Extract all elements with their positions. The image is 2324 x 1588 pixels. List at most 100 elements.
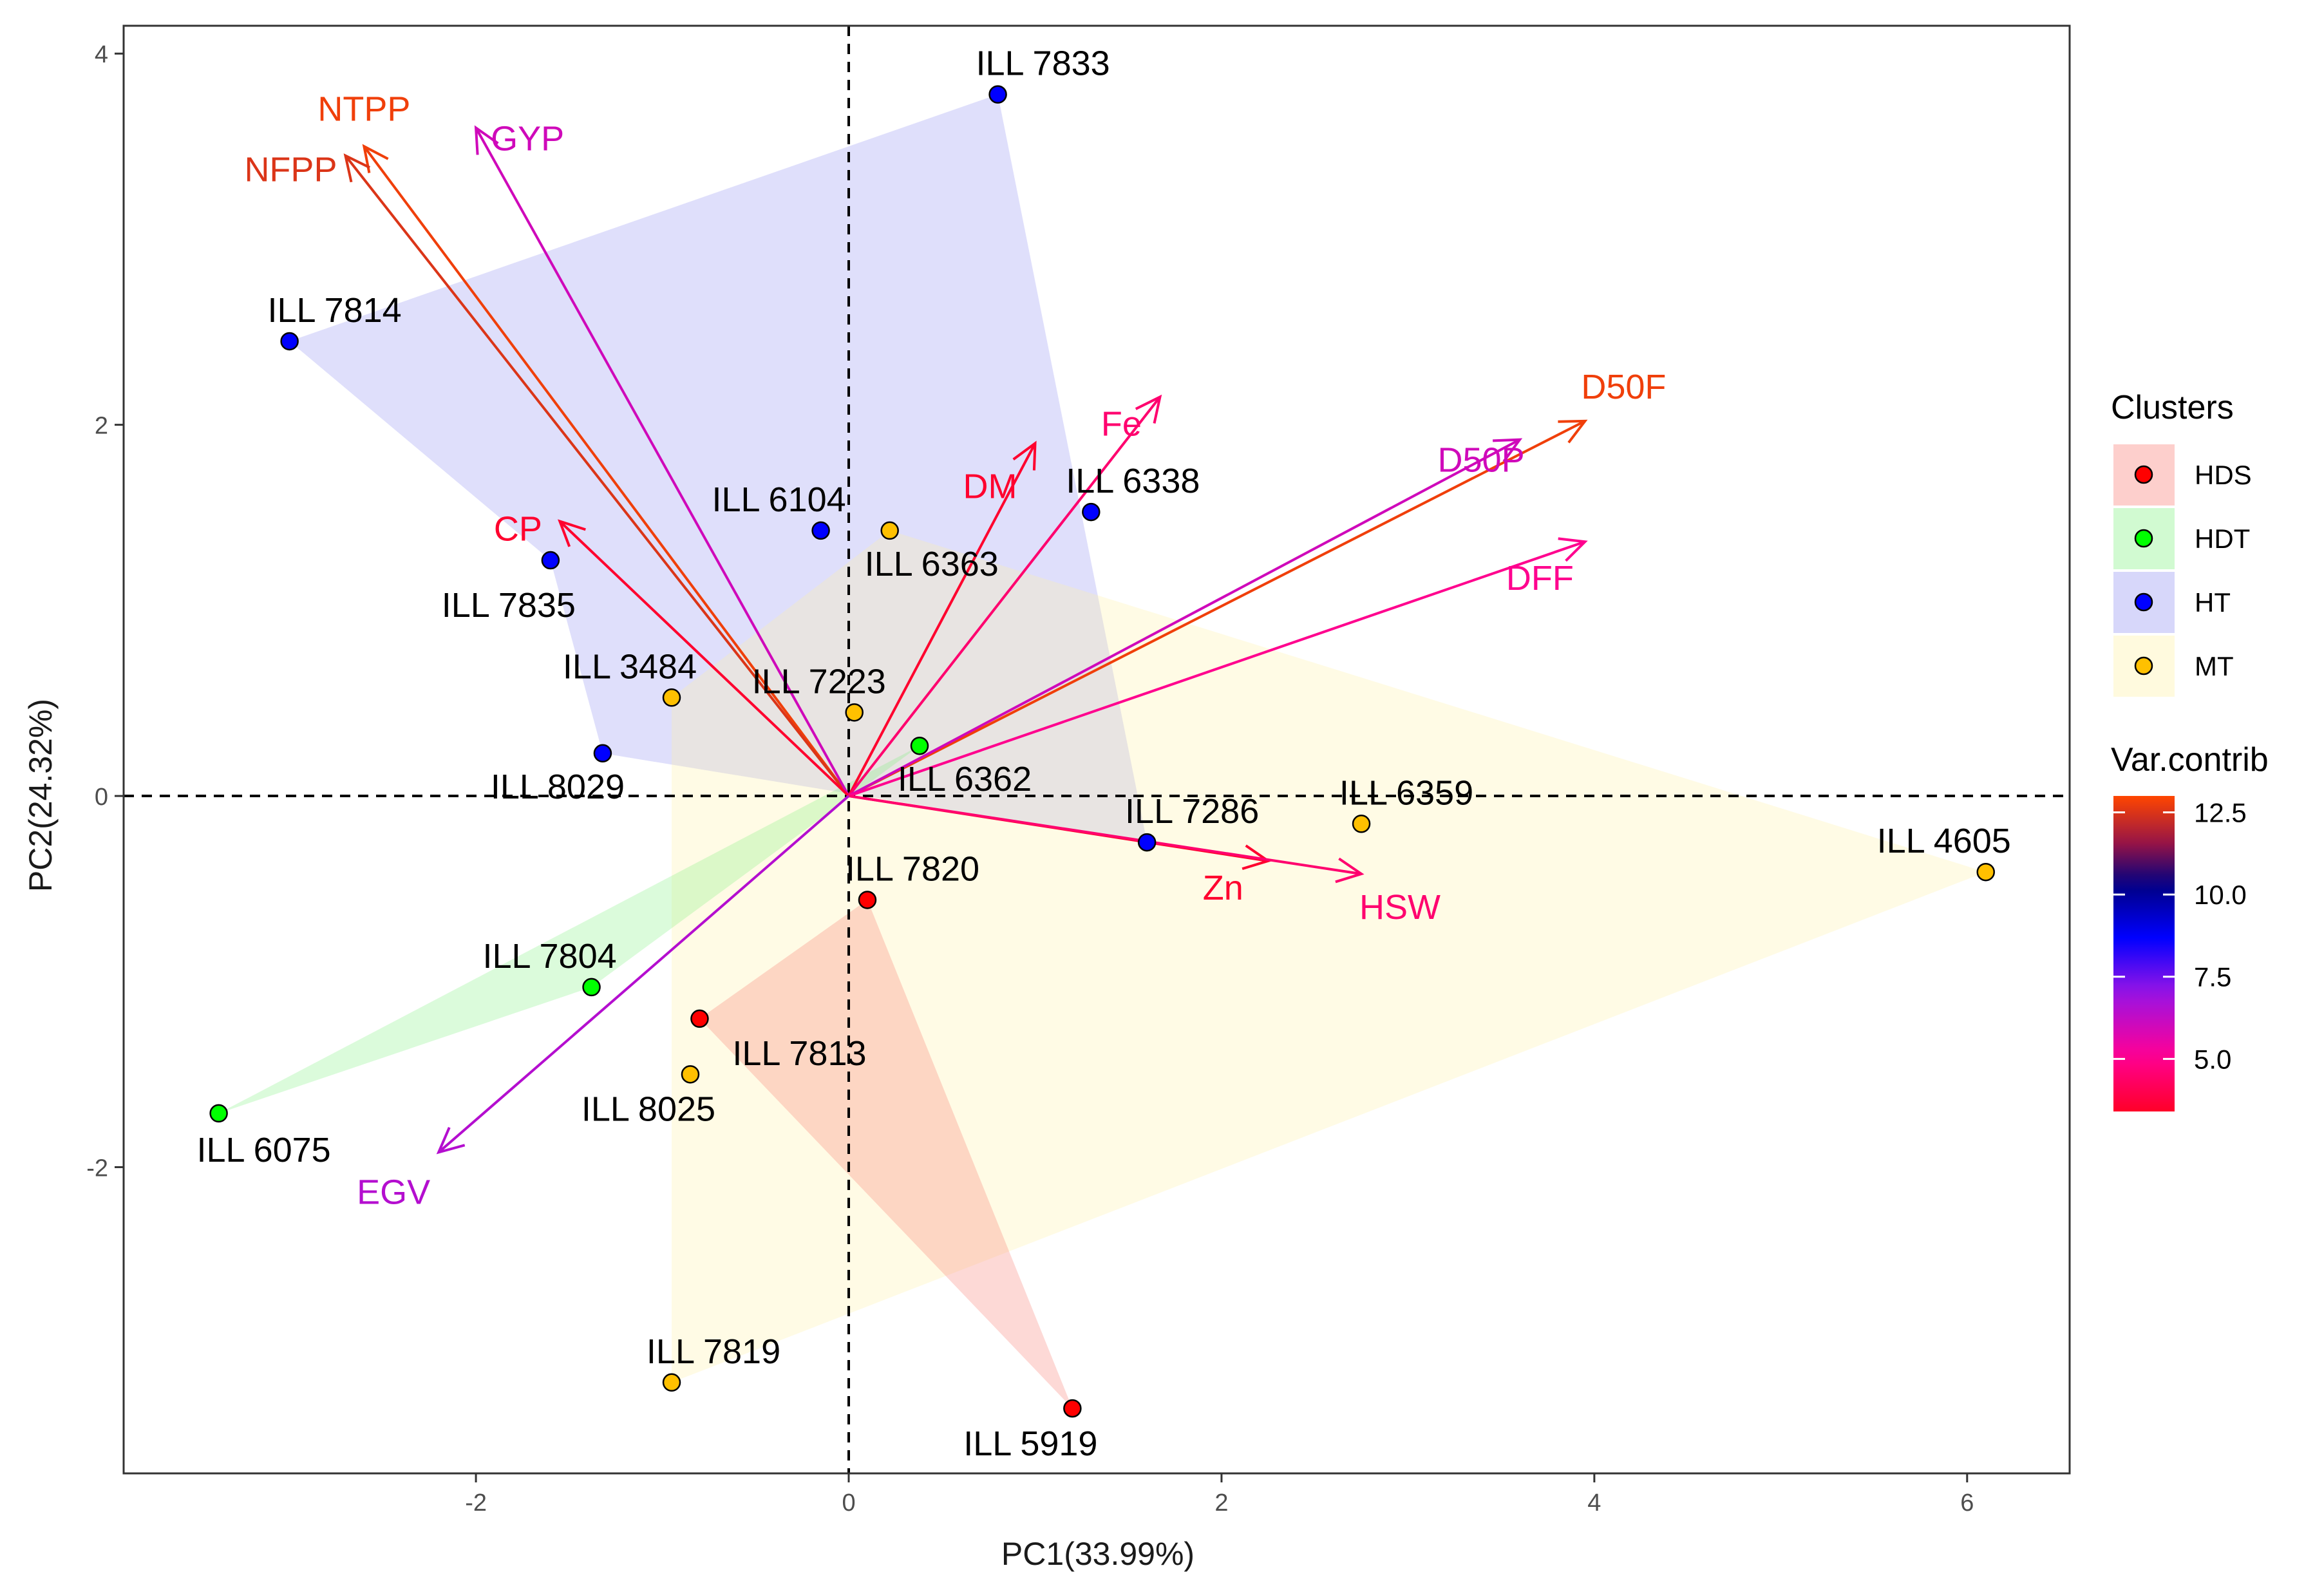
point-label-ill-7833: ILL 7833	[976, 44, 1110, 83]
point-label-ill-7804: ILL 7804	[482, 937, 616, 976]
y-tick-label: -2	[86, 1155, 108, 1182]
point-label-ill-6359: ILL 6359	[1339, 773, 1473, 812]
point-label-ill-7820: ILL 7820	[846, 849, 979, 888]
point-label-ill-6363: ILL 6363	[865, 545, 999, 583]
legend-marker-hdt	[2134, 529, 2153, 548]
point-ill-4605	[1976, 862, 1995, 882]
point-ill-6338	[1082, 502, 1101, 522]
contrib-legend-title: Var.contrib	[2111, 741, 2269, 779]
contrib-legend: Var.contrib 12.5 10.0 7.5 5.0	[2111, 741, 2269, 1111]
point-label-ill-3484: ILL 3484	[563, 647, 697, 686]
axes: -2 0 2 4 6 -2 0 2 4	[86, 24, 2071, 1517]
arrow-cp: CP	[494, 510, 850, 797]
arrow-egv: EGV	[357, 795, 850, 1211]
point-label-ill-7835: ILL 7835	[442, 586, 576, 625]
variable-label-cp: CP	[494, 510, 542, 549]
reference-lines	[124, 26, 2070, 1473]
point-label-ill-7286: ILL 7286	[1125, 792, 1259, 831]
variable-label-d50f: D50F	[1581, 368, 1666, 406]
arrow-gyp: GYP	[474, 120, 850, 797]
arrow-nfpp: NFPP	[244, 151, 850, 797]
variable-label-zn: Zn	[1203, 869, 1243, 907]
point-label-ill-7813: ILL 7813	[732, 1034, 866, 1073]
variable-label-dff: DFF	[1506, 559, 1574, 598]
arrow-head-fe	[1135, 394, 1162, 424]
point-label-ill-8029: ILL 8029	[491, 768, 625, 806]
x-tick-label: -2	[465, 1489, 487, 1517]
arrow-dm: DM	[847, 440, 1037, 797]
point-ill-7835	[541, 551, 560, 570]
x-tick-label: 4	[1587, 1489, 1601, 1517]
point-ill-5919	[1063, 1399, 1082, 1418]
variable-label-ntpp: NTPP	[317, 90, 410, 128]
contrib-tick-label: 10.0	[2194, 880, 2247, 910]
arrow-dff: DFF	[848, 537, 1588, 797]
arrow-shaft-d50f	[848, 420, 1586, 797]
point-ill-7814	[280, 332, 299, 351]
legend-marker-hds	[2134, 465, 2153, 484]
legend-item-mt: MT	[2113, 636, 2234, 697]
point-label-ill-7223: ILL 7223	[752, 662, 886, 701]
point-ill-7819	[662, 1373, 681, 1392]
variable-label-dm: DM	[963, 467, 1017, 506]
arrow-head-gyp	[474, 125, 499, 155]
point-ill-6362	[910, 736, 929, 755]
y-axis-title: PC2(24.32%)	[23, 699, 59, 892]
arrow-shaft-egv	[437, 795, 850, 1153]
point-ill-7833	[988, 85, 1007, 104]
point-ill-7223	[845, 703, 864, 722]
y-tick-label: 2	[95, 413, 108, 440]
arrow-shaft-hsw	[848, 795, 1362, 876]
point-label-ill-6104: ILL 6104	[712, 480, 846, 519]
point-label-ill-4605: ILL 4605	[1877, 822, 2011, 860]
legend-marker-ht	[2134, 592, 2153, 612]
arrow-head-d50p	[1493, 438, 1523, 462]
point-label-ill-7819: ILL 7819	[647, 1332, 780, 1371]
hull-hds	[699, 900, 1073, 1409]
arrow-ntpp: NTPP	[317, 90, 850, 797]
variable-label-gyp: GYP	[491, 120, 564, 158]
point-ill-3484	[662, 688, 681, 707]
legend-label-ht: HT	[2195, 587, 2231, 618]
point-ill-6359	[1352, 815, 1371, 833]
arrow-head-ntpp	[362, 144, 389, 173]
arrow-head-dm	[1012, 440, 1037, 471]
arrow-shaft-fe	[847, 396, 1161, 797]
point-ill-7820	[858, 891, 877, 909]
point-ill-8029	[593, 744, 612, 763]
contrib-tick-label: 5.0	[2194, 1044, 2231, 1074]
point-label-ill-6075: ILL 6075	[197, 1131, 331, 1169]
arrow-shaft-dm	[847, 442, 1037, 797]
cluster-hulls	[218, 94, 1986, 1409]
variable-label-nfpp: NFPP	[244, 151, 337, 189]
arrow-head-egv	[436, 1127, 466, 1155]
x-tick-label: 6	[1960, 1489, 1974, 1517]
legend-item-ht: HT	[2113, 572, 2231, 633]
legend-label-mt: MT	[2195, 651, 2234, 681]
arrow-head-nfpp	[343, 153, 371, 183]
cluster-legend-title: Clusters	[2111, 389, 2234, 426]
point-ill-6104	[811, 521, 830, 540]
x-tick-label: 0	[842, 1489, 855, 1517]
arrow-shaft-nfpp	[344, 155, 850, 797]
point-label-ill-7814: ILL 7814	[268, 291, 402, 330]
arrow-hsw: HSW	[848, 795, 1441, 927]
arrow-d50f: D50F	[848, 368, 1666, 797]
hull-ht	[289, 94, 1148, 843]
variable-arrows: NTPP NFPP GYP CP DM Fe D50F D50P DFF Zn HSW EGV	[244, 90, 1666, 1211]
legend-label-hdt: HDT	[2195, 524, 2250, 554]
point-labels: ILL 7833 ILL 7814 ILL 6104 ILL 6338 ILL 6363…	[197, 44, 2011, 1463]
point-ill-6075	[209, 1104, 228, 1123]
individual-points	[209, 85, 1995, 1418]
arrow-head-hsw	[1335, 857, 1365, 884]
arrow-d50p: D50P	[848, 438, 1525, 797]
arrow-shaft-dff	[848, 540, 1586, 797]
variable-label-fe: Fe	[1101, 404, 1142, 443]
legend-label-hds: HDS	[2195, 460, 2252, 490]
x-tick-label: 2	[1214, 1489, 1228, 1517]
variable-label-hsw: HSW	[1359, 888, 1441, 927]
contrib-tick-label: 7.5	[2194, 962, 2231, 992]
point-ill-7813	[690, 1009, 709, 1028]
point-label-ill-5919: ILL 5919	[963, 1424, 1097, 1463]
